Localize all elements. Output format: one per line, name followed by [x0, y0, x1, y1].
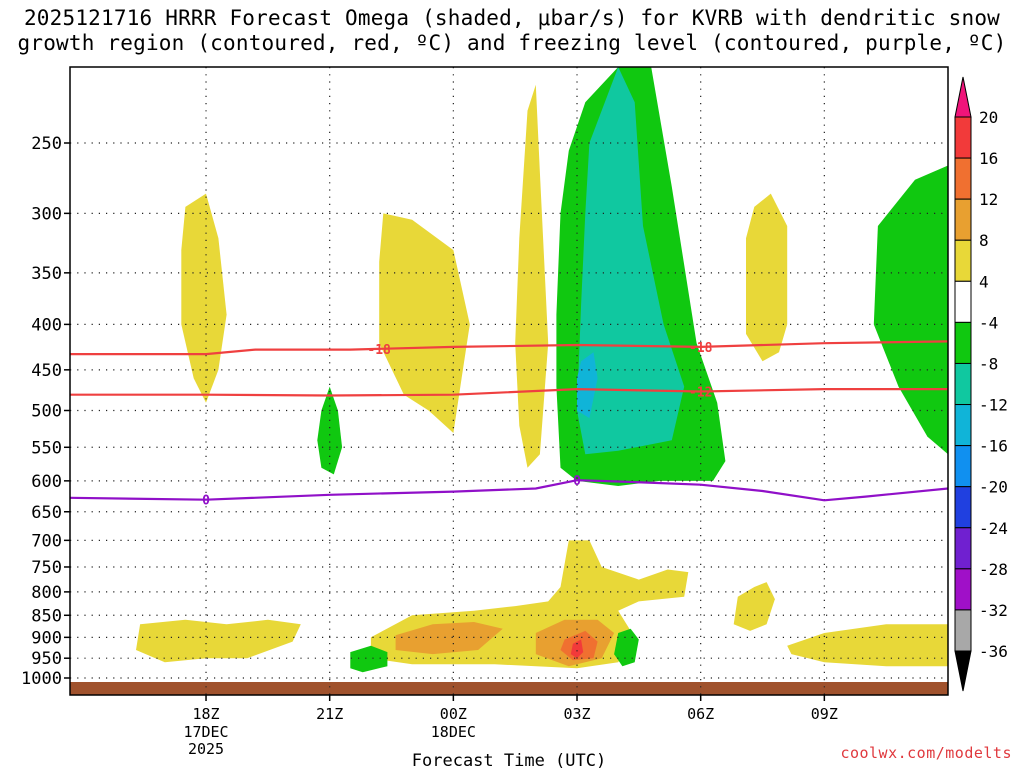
y-tick-label: 250 [31, 134, 62, 154]
y-tick-label: 750 [31, 558, 62, 578]
colorbar-label: -32 [979, 601, 1008, 620]
y-tick-label: 350 [31, 264, 62, 284]
freezing-level-label: 0 [202, 494, 210, 509]
y-axis-ticks: 2503003504004505005506006507007508008509… [21, 134, 70, 689]
colorbar-label: -24 [979, 519, 1008, 538]
x-tick-label: 03Z [563, 705, 590, 723]
colorbar-box [954, 116, 972, 159]
omega-neg-09z [873, 165, 948, 455]
colorbar-box [954, 198, 972, 241]
y-tick-label: 950 [31, 649, 62, 669]
colorbar-box [954, 404, 972, 447]
dendritic-bottom-label: -12 [689, 386, 712, 401]
y-tick-label: 550 [31, 438, 62, 458]
x-tick-label: 18Z [192, 705, 219, 723]
colorbar-box [954, 527, 972, 570]
y-tick-label: 500 [31, 402, 62, 422]
title-line-1: 2025121716 HRRR Forecast Omega (shaded, … [23, 6, 1001, 30]
colorbar-label: -28 [979, 560, 1008, 579]
y-tick-label: 450 [31, 361, 62, 381]
omega-pos-18z [181, 193, 227, 403]
colorbar: 20 16 12 8 4 -4 -8 -12 -16 -20 -24 -28 -32 -36 [954, 76, 1008, 692]
omega-pos-0630z [746, 193, 788, 362]
colorbar-box [954, 568, 972, 611]
dendritic-top-line [70, 340, 948, 356]
omega-pos-low-00z-mid [395, 622, 503, 655]
y-tick-label: 600 [31, 472, 62, 492]
colorbar-label: -8 [979, 354, 998, 373]
colorbar-label: 20 [979, 108, 998, 127]
omega-neg-low-2130z [350, 645, 388, 673]
freezing-level-line [70, 479, 948, 502]
y-tick-label: 400 [31, 315, 62, 335]
omega-pos-low-18z [136, 619, 301, 663]
x-tick-label: 06Z [687, 705, 714, 723]
plot-frame [69, 66, 949, 696]
x-tick-label: 00Z [440, 705, 467, 723]
colorbar-box [954, 445, 972, 488]
colorbar-bottom-arrow [954, 650, 972, 692]
colorbar-box [954, 280, 972, 323]
y-tick-label: 650 [31, 503, 62, 523]
y-tick-label: 800 [31, 583, 62, 603]
colorbar-label: 12 [979, 190, 998, 209]
colorbar-top-arrow [954, 76, 972, 118]
colorbar-label: -16 [979, 437, 1008, 456]
y-tick-label: 300 [31, 204, 62, 224]
y-tick-label: 900 [31, 628, 62, 648]
colorbar-box [954, 486, 972, 529]
colorbar-label: -36 [979, 642, 1008, 661]
x-tick-sublabel: 18DEC [431, 723, 476, 741]
omega-neg-low-04z [614, 628, 639, 667]
colorbar-label: 8 [979, 231, 989, 250]
omega-neg-03z-inner [577, 67, 685, 455]
colorbar-box [954, 609, 972, 652]
x-tick-sublabel: 2025 [188, 740, 224, 758]
colorbar-box [954, 321, 972, 364]
colorbar-label: -4 [979, 313, 998, 332]
colorbar-label: -12 [979, 396, 1008, 415]
y-tick-label: 850 [31, 606, 62, 626]
omega-neg-21z [317, 386, 343, 475]
x-tick-label: 21Z [316, 705, 343, 723]
x-axis-label: Forecast Time (UTC) [412, 751, 606, 768]
contour-lines: -18 -18 -12 0 0 [70, 340, 948, 509]
dendritic-top-label: -18 [689, 341, 713, 356]
colorbar-label: -20 [979, 478, 1008, 497]
omega-pos-02z [515, 84, 549, 468]
title-line-2: growth region (contoured, red, ºC) and f… [17, 31, 1007, 55]
omega-pos-low-09z [787, 624, 948, 667]
colorbar-box [954, 362, 972, 406]
freezing-level-label: 0 [573, 474, 581, 489]
colorbar-box [954, 157, 972, 200]
x-tick-label: 09Z [811, 705, 838, 723]
omega-pos-low-0630z [733, 582, 775, 631]
chart-title: 2025121716 HRRR Forecast Omega (shaded, … [0, 6, 1024, 56]
credit-text: coolwx.com/modelts [840, 744, 1012, 762]
shaded-regions [136, 67, 948, 673]
omega-pos-low-03z-peak [570, 639, 584, 659]
y-tick-label: 1000 [21, 669, 62, 689]
dendritic-top-label: -18 [367, 343, 391, 358]
ground-strip [70, 682, 948, 695]
omega-neg-03z-core [577, 352, 598, 419]
colorbar-box [954, 239, 972, 282]
x-tick-sublabel: 17DEC [183, 723, 228, 741]
dendritic-bottom-line [70, 387, 948, 397]
colorbar-label: 16 [979, 149, 998, 168]
colorbar-label: 4 [979, 272, 989, 291]
omega-pos-00z [379, 213, 470, 433]
y-tick-label: 700 [31, 531, 62, 551]
